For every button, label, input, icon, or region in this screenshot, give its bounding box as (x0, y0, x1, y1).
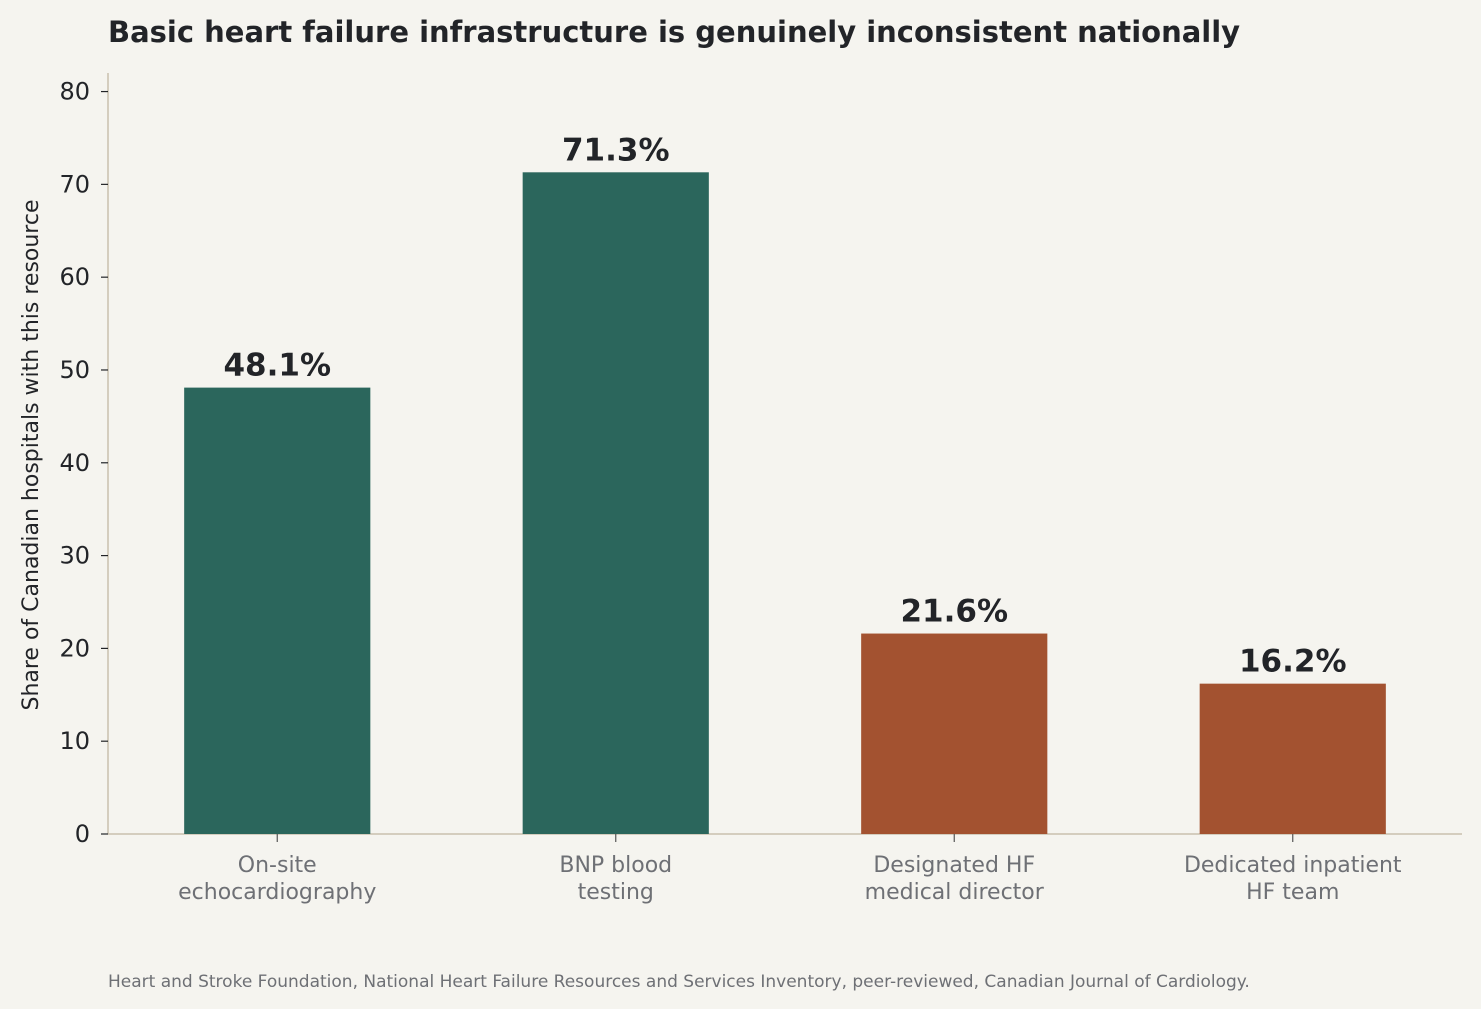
y-tick-label: 0 (75, 820, 90, 848)
plot-area: 0 10 20 30 40 50 60 70 80 48.1% On-siteechocardiog… (59, 73, 1462, 905)
bar (861, 633, 1048, 834)
chart-title: Basic heart failure infrastructure is ge… (108, 15, 1240, 49)
x-tick-label: medical director (865, 880, 1045, 905)
y-tick-label: 70 (59, 170, 90, 198)
y-tick-label: 20 (59, 634, 90, 662)
bar-value-label: 48.1% (223, 348, 331, 384)
bar-value-label: 71.3% (562, 132, 670, 168)
source-note: Heart and Stroke Foundation, National He… (108, 972, 1250, 992)
x-tick-label: echocardiography (178, 880, 376, 905)
y-tick-label: 30 (59, 542, 90, 570)
y-tick-label: 60 (59, 263, 90, 291)
bar (522, 172, 709, 835)
x-tick-label: BNP blood (559, 853, 672, 878)
x-tick-label: HF team (1246, 880, 1339, 905)
x-tick-label: Designated HF (873, 853, 1035, 878)
bar-value-label: 21.6% (900, 594, 1008, 630)
x-tick-label: testing (578, 880, 654, 905)
y-tick-label: 50 (59, 356, 90, 384)
y-tick-label: 80 (59, 78, 90, 106)
y-axis-label: Share of Canadian hospitals with this re… (19, 199, 44, 710)
y-tick-label: 40 (59, 449, 90, 477)
bar (1199, 683, 1386, 834)
x-tick-label: On-site (238, 853, 317, 878)
x-tick-label: Dedicated inpatient (1184, 853, 1402, 878)
bar-value-label: 16.2% (1239, 644, 1347, 680)
bar (184, 387, 371, 834)
y-tick-label: 10 (59, 727, 90, 755)
